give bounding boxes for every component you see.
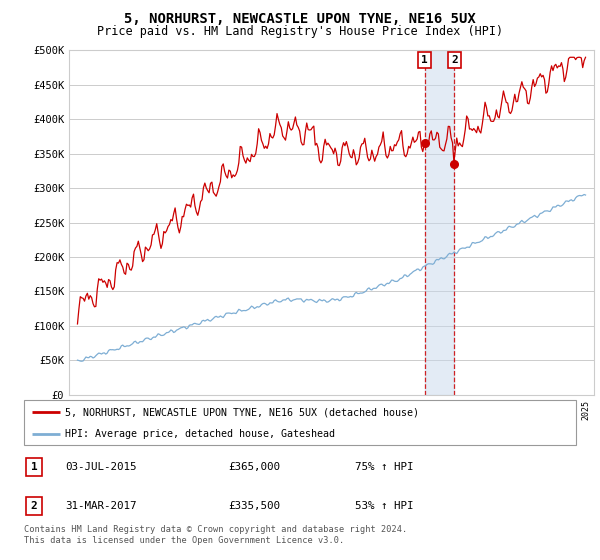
Text: 1: 1 (421, 55, 428, 65)
Text: 5, NORHURST, NEWCASTLE UPON TYNE, NE16 5UX: 5, NORHURST, NEWCASTLE UPON TYNE, NE16 5… (124, 12, 476, 26)
Text: Contains HM Land Registry data © Crown copyright and database right 2024.
This d: Contains HM Land Registry data © Crown c… (24, 525, 407, 545)
Text: 1: 1 (31, 462, 37, 472)
Text: 53% ↑ HPI: 53% ↑ HPI (355, 501, 414, 511)
FancyBboxPatch shape (24, 400, 576, 445)
Text: 2: 2 (451, 55, 458, 65)
Text: £365,000: £365,000 (228, 462, 280, 472)
Text: 75% ↑ HPI: 75% ↑ HPI (355, 462, 414, 472)
Text: £335,500: £335,500 (228, 501, 280, 511)
Text: HPI: Average price, detached house, Gateshead: HPI: Average price, detached house, Gate… (65, 429, 335, 439)
Text: 2: 2 (31, 501, 37, 511)
Text: Price paid vs. HM Land Registry's House Price Index (HPI): Price paid vs. HM Land Registry's House … (97, 25, 503, 38)
Text: 03-JUL-2015: 03-JUL-2015 (65, 462, 137, 472)
Bar (425, 50, 454, 395)
Text: 5, NORHURST, NEWCASTLE UPON TYNE, NE16 5UX (detached house): 5, NORHURST, NEWCASTLE UPON TYNE, NE16 5… (65, 408, 419, 418)
Text: 31-MAR-2017: 31-MAR-2017 (65, 501, 137, 511)
